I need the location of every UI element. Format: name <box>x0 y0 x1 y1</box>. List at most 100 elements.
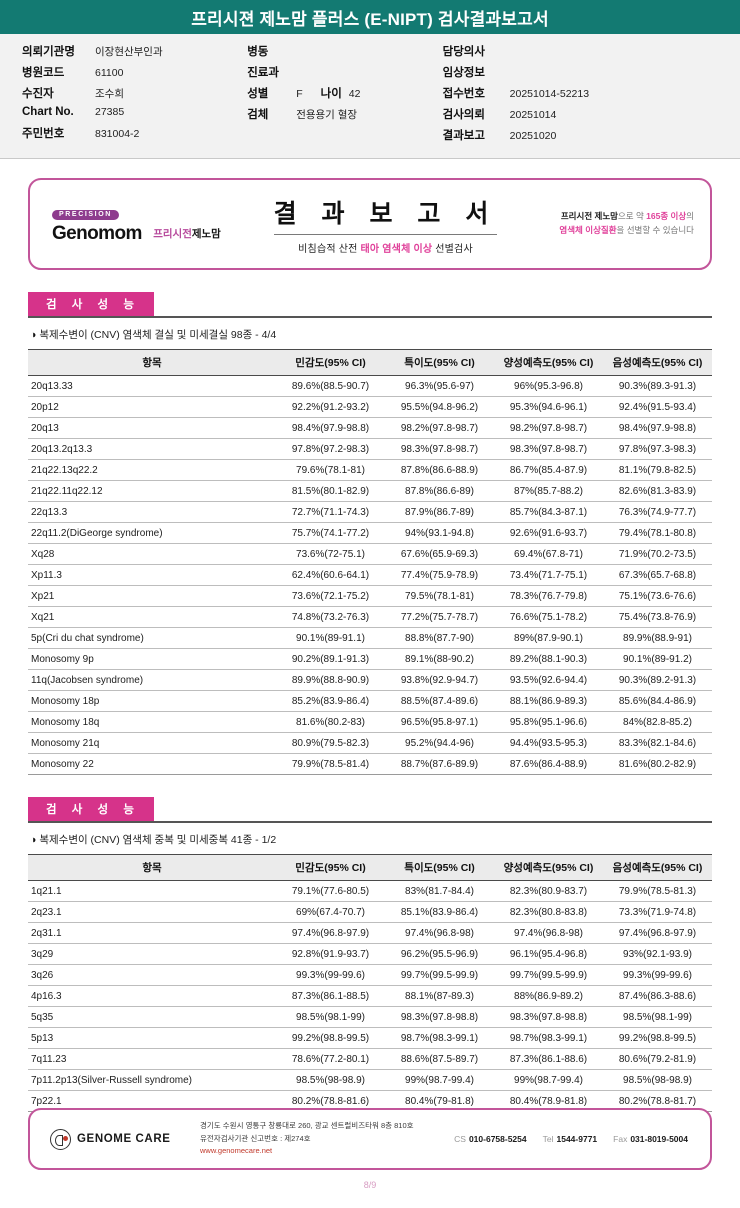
info-row-specimen: 검체 전용용기 혈장 <box>247 106 420 122</box>
genome-care-mark-icon <box>50 1128 71 1150</box>
col-header-sensitivity: 민감도(95% CI) <box>276 854 385 881</box>
table-head: 항목 민감도(95% CI) 특이도(95% CI) 양성예측도(95% CI)… <box>28 854 712 881</box>
cell-item: 22q13.3 <box>28 501 276 523</box>
cell-value: 76.6%(75.1-78.2) <box>494 606 603 628</box>
info-row-result-report-date: 결과보고 20251020 <box>443 127 740 143</box>
cell-value: 62.4%(60.6-64.1) <box>276 564 385 586</box>
cell-item: 7q11.23 <box>28 1048 276 1070</box>
section-caption: ◑ 복제수변이 (CNV) 염색체 중복 및 미세중복 41종 - 1/2 <box>30 832 712 847</box>
cell-value: 95.3%(94.6-96.1) <box>494 396 603 418</box>
cell-value: 98.4%(97.9-98.8) <box>603 417 712 439</box>
cell-value: 99%(98.7-99.4) <box>494 1069 603 1091</box>
banner-subtitle-post: 선별검사 <box>432 243 473 255</box>
cell-value: 95.5%(94.8-96.2) <box>385 396 494 418</box>
cell-value: 97.4%(96.8-97.9) <box>276 922 385 944</box>
cell-value: 90.2%(89.1-91.3) <box>276 648 385 670</box>
cell-value: 69%(67.4-70.7) <box>276 901 385 923</box>
banner-title: 결 과 보 고 서 <box>273 194 498 235</box>
info-row-doctor: 담당의사 <box>443 43 740 59</box>
info-label: 병원코드 <box>22 67 65 79</box>
table-row: Xq21 74.8%(73.2-76.3) 77.2%(75.7-78.7) 76.6… <box>28 606 712 628</box>
table-row: 20q13.2q13.3 97.8%(97.2-98.3) 98.3%(97.8-9… <box>28 438 712 460</box>
banner-subtitle-pre: 비침습적 산전 <box>298 243 361 255</box>
cell-value: 67.3%(65.7-68.8) <box>603 564 712 586</box>
cell-value: 93.5%(92.6-94.4) <box>494 669 603 691</box>
cell-value: 78.3%(76.7-79.8) <box>494 585 603 607</box>
cell-value: 98.2%(97.8-98.7) <box>494 417 603 439</box>
cell-value: 98.7%(98.3-99.1) <box>385 1027 494 1049</box>
info-value: 20251020 <box>509 130 557 142</box>
info-value: 이장현산부인과 <box>95 46 163 58</box>
cell-value: 82.6%(81.3-83.9) <box>603 480 712 502</box>
cell-value: 99.3%(99-99.6) <box>603 964 712 986</box>
cell-value: 99.7%(99.5-99.9) <box>385 964 494 986</box>
address-line-1: 경기도 수원시 영통구 창룡대로 260, 광교 센트럴비즈타워 8층 810호 <box>200 1121 414 1131</box>
table-row: 5p13 99.2%(98.8-99.5) 98.7%(98.3-99.1) 98.7… <box>28 1027 712 1049</box>
cell-item: 3q26 <box>28 964 276 986</box>
info-value-age: 42 <box>348 88 361 100</box>
info-value: 831004-2 <box>95 128 140 140</box>
table-row: Monosomy 9p 90.2%(89.1-91.3) 89.1%(88-90.2… <box>28 648 712 670</box>
cell-item: 20p12 <box>28 396 276 418</box>
col-header-ppv: 양성예측도(95% CI) <box>494 349 603 376</box>
brand-name-korean: 프리시전제노맘 <box>153 228 221 240</box>
cell-value: 79.5%(78.1-81) <box>385 585 494 607</box>
cell-value: 81.1%(79.8-82.5) <box>603 459 712 481</box>
table-row: 4p16.3 87.3%(86.1-88.5) 88.1%(87-89.3) 88%(… <box>28 985 712 1007</box>
info-value: 전용용기 혈장 <box>296 109 358 121</box>
cell-value: 98.3%(97.8-98.8) <box>385 1006 494 1028</box>
cell-item: 22q11.2(DiGeorge syndrome) <box>28 522 276 544</box>
cell-value: 90.1%(89-91.1) <box>276 627 385 649</box>
cell-value: 71.9%(70.2-73.5) <box>603 543 712 565</box>
cell-item: 5p13 <box>28 1027 276 1049</box>
banner-subtitle-highlight: 태아 염색체 이상 <box>360 243 433 255</box>
cell-value: 89.9%(88.8-90.9) <box>276 669 385 691</box>
performance-table-2: 항목 민감도(95% CI) 특이도(95% CI) 양성예측도(95% CI)… <box>28 854 712 1112</box>
cell-item: Monosomy 21q <box>28 732 276 754</box>
cell-item: Xq28 <box>28 543 276 565</box>
cell-item: Xp11.3 <box>28 564 276 586</box>
cell-value: 96.1%(95.4-96.8) <box>494 943 603 965</box>
page-number: 8/9 <box>363 1180 377 1190</box>
cell-value: 75.7%(74.1-77.2) <box>276 522 385 544</box>
info-row-accession-no: 접수번호 20251014-52213 <box>443 85 740 101</box>
cell-value: 96.3%(95.6-97) <box>385 375 494 397</box>
table-row: 5p(Cri du chat syndrome) 90.1%(89-91.1) 88… <box>28 627 712 649</box>
info-label: 검사의뢰 <box>442 109 485 121</box>
info-label-age: 나이 <box>320 88 342 100</box>
section-caption-text: 복제수변이 (CNV) 염색체 중복 및 미세중복 41종 - 1/2 <box>39 834 277 846</box>
cell-value: 90.3%(89.3-91.3) <box>603 375 712 397</box>
cell-value: 75.4%(73.8-76.9) <box>603 606 712 628</box>
info-label: 검체 <box>247 109 269 121</box>
cell-item: 5p(Cri du chat syndrome) <box>28 627 276 649</box>
contact-value: 1544-9771 <box>556 1134 598 1144</box>
table-body: 20q13.33 89.6%(88.5-90.7) 96.3%(95.6-97) 96… <box>28 375 712 775</box>
tagline-disease: 염색체 이상질환 <box>559 225 617 235</box>
section-badge: 검 사 성 능 <box>28 797 154 821</box>
cell-value: 73.6%(72.1-75.2) <box>276 585 385 607</box>
bullet-icon: ◑ <box>30 834 37 846</box>
contact-label: Fax <box>613 1134 628 1144</box>
cell-value: 80.6%(79.2-81.9) <box>603 1048 712 1070</box>
cell-value: 89%(87.9-90.1) <box>494 627 603 649</box>
cell-item: 20q13.33 <box>28 375 276 397</box>
cell-item: 5q35 <box>28 1006 276 1028</box>
info-row-department: 진료과 <box>247 64 420 80</box>
cell-item: Monosomy 18p <box>28 690 276 712</box>
cell-item: 11q(Jacobsen syndrome) <box>28 669 276 691</box>
info-value: 조수희 <box>95 88 124 100</box>
cell-value: 82.3%(80.9-83.7) <box>494 880 603 902</box>
cell-value: 94.4%(93.5-95.3) <box>494 732 603 754</box>
cell-value: 82.3%(80.8-83.8) <box>494 901 603 923</box>
info-value-sex: F <box>296 88 303 100</box>
cell-value: 87.8%(86.6-88.9) <box>385 459 494 481</box>
cell-value: 76.3%(74.9-77.7) <box>603 501 712 523</box>
cell-value: 72.7%(71.1-74.3) <box>276 501 385 523</box>
tagline-brand: 프리시전 제노맘 <box>560 211 618 222</box>
cell-value: 98.2%(97.8-98.7) <box>385 417 494 439</box>
cell-value: 88.1%(86.9-89.3) <box>494 690 603 712</box>
info-row-patient-name: 수진자 조수희 <box>22 85 225 101</box>
page-title: 프리시젼 제노맘 플러스 (E-NIPT) 검사결과보고서 <box>191 9 549 29</box>
cell-item: 3q29 <box>28 943 276 965</box>
website-link[interactable]: www.genomecare.net <box>200 1146 273 1156</box>
